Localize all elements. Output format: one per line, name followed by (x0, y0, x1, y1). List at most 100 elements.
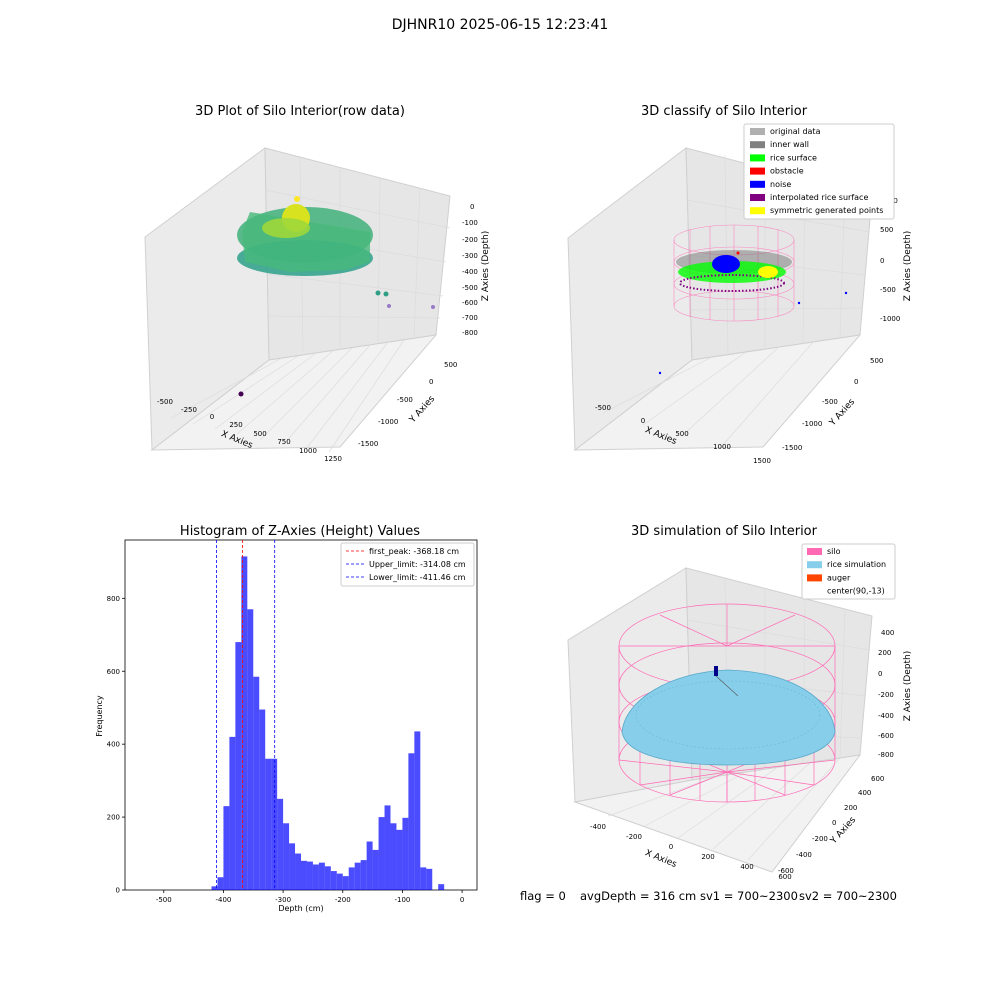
histogram-bar (360, 860, 367, 890)
rice-simulation-surface (621, 669, 836, 766)
histogram-bar (253, 676, 260, 890)
x-tick: 600 (778, 873, 791, 881)
y-tick: 0 (854, 378, 858, 386)
symmetric-points (758, 266, 778, 278)
histogram-bar (312, 864, 319, 890)
legend-label: obstacle (770, 167, 804, 176)
plot-frame (124, 539, 478, 891)
raw-point-cloud-ridge (262, 218, 310, 238)
z-axis-label: Z Axies (Depth) (903, 651, 913, 722)
legend-swatch (807, 574, 822, 582)
legend-swatch (807, 548, 822, 555)
histogram-bar (348, 867, 355, 890)
sv2-range: sv2 = 700~2300 (799, 889, 897, 903)
raw-point (383, 291, 389, 297)
legend-label: interpolated rice surface (770, 193, 868, 202)
x-tick: 200 (701, 853, 714, 861)
raw-point (431, 305, 435, 309)
x-tick: 0 (641, 417, 645, 425)
z-tick: 400 (881, 629, 894, 637)
noise-points (712, 255, 740, 273)
histogram-bar (271, 758, 278, 890)
z-tick: -200 (462, 236, 478, 244)
y-tick: -200 (812, 835, 828, 843)
histogram-bar (354, 862, 361, 890)
y-tick: 200 (844, 804, 857, 812)
histogram-bar (330, 871, 337, 890)
interpolated-surface-points (679, 274, 785, 292)
histogram-bar (295, 853, 301, 890)
y-tick: 400 (858, 789, 871, 797)
legend-label: rice simulation (827, 560, 886, 569)
z-tick: 0 (880, 257, 884, 265)
histogram-bar (408, 753, 415, 890)
x-axis-label: Depth (cm) (278, 904, 323, 913)
histogram-bar (211, 886, 218, 890)
legend-label: Lower_limit: -411.46 cm (369, 573, 466, 582)
histogram-bar (247, 609, 254, 890)
x-tick-label: 0 (460, 896, 464, 904)
legend: first_peak: -368.18 cm Upper_limit: -314.… (340, 542, 475, 587)
x-tick: 0 (210, 413, 214, 421)
histogram-bar (396, 829, 403, 890)
y-tick-label: 800 (107, 595, 120, 603)
x-tick: 250 (229, 421, 242, 429)
legend-label: Upper_limit: -314.08 cm (369, 560, 466, 569)
histogram-bar (402, 817, 409, 890)
x-axis-label: X Axies (643, 848, 678, 870)
histogram-bar (259, 709, 266, 890)
y-tick-label: 0 (116, 887, 120, 895)
legend-label: inner wall (770, 140, 809, 149)
panel-2-title: 3D classify of Silo Interior (640, 104, 808, 119)
histogram-bar (384, 805, 391, 890)
legend-swatch (750, 141, 765, 149)
y-tick: 0 (429, 378, 433, 386)
histogram-bar (217, 877, 224, 890)
histogram-bar (372, 849, 379, 890)
legend-swatch (750, 154, 765, 162)
y-tick: -400 (796, 851, 812, 859)
x-tick: -400 (590, 823, 606, 831)
x-tick: 1000 (299, 447, 317, 455)
z-axis-label: Z Axies (Depth) (903, 231, 913, 302)
histogram-bar (426, 868, 433, 890)
z-tick: 500 (880, 226, 893, 234)
legend-label: center(90,-13) (827, 587, 885, 596)
histogram-bar (306, 861, 313, 890)
sv1-range: sv1 = 700~2300 (700, 889, 798, 903)
legend-label: rice surface (770, 153, 817, 162)
auger-shaft (714, 666, 718, 676)
panel-2-classify-3d-plot: -500 0 500 1000 1500 500 0 -500 -1000 -1… (567, 123, 913, 465)
x-tick: -250 (181, 406, 197, 414)
y-tick-label: 600 (107, 668, 120, 676)
z-tick: -800 (462, 329, 478, 337)
histogram-bar (223, 806, 230, 890)
x-tick: 750 (277, 438, 290, 446)
panel-1-raw-3d-plot: -500 -250 0 250 500 750 1000 1250 500 0 … (144, 147, 491, 463)
histogram-bar (414, 731, 421, 890)
x-tick: 500 (675, 430, 688, 438)
z-tick: 200 (878, 649, 891, 657)
panel-3-title: Histogram of Z-Axies (Height) Values (179, 524, 421, 539)
histogram-bar (283, 823, 290, 890)
histogram-bar (342, 876, 349, 890)
x-tick: 1500 (753, 457, 771, 465)
legend: silo rice simulation auger center(90,-13) (801, 543, 896, 600)
panel-4-title: 3D simulation of Silo Interior (631, 524, 817, 539)
histogram-bar (420, 867, 427, 890)
z-tick: -600 (878, 732, 894, 740)
auger-line (715, 675, 739, 697)
raw-point (238, 391, 244, 397)
raw-point (375, 290, 381, 296)
legend-label: noise (770, 180, 791, 189)
y-tick-label: 200 (107, 814, 120, 822)
histogram-bar (438, 884, 445, 890)
legend: original data inner wall rice surface obsta… (743, 123, 895, 220)
z-tick: -400 (878, 712, 894, 720)
panel-1-title: 3D Plot of Silo Interior(row data) (195, 104, 405, 119)
pane-floor (573, 754, 862, 873)
z-tick: -500 (880, 286, 896, 294)
y-tick: -1000 (802, 420, 822, 428)
legend-swatch (750, 128, 765, 135)
x-tick: -500 (157, 398, 173, 406)
